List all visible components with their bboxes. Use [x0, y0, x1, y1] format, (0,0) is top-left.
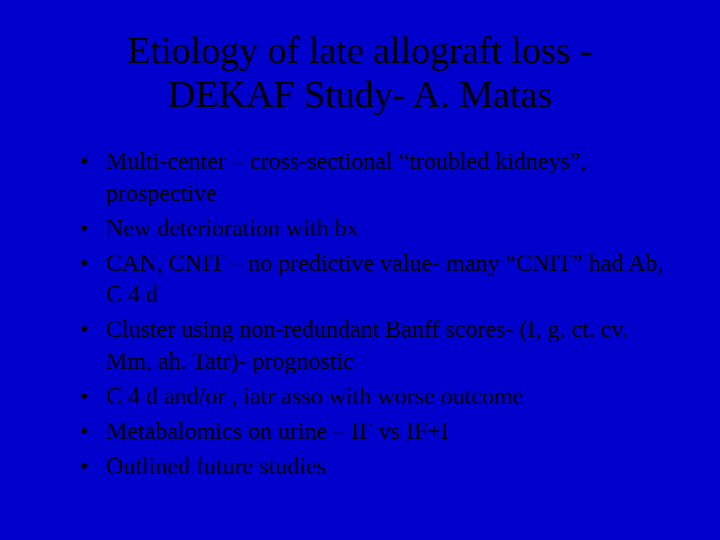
list-item: Multi-center – cross-sectional “troubled…: [80, 147, 670, 209]
list-item: New deterioration with bx: [80, 214, 670, 245]
list-item: CAN, CNIT – no predictive value- many “C…: [80, 249, 670, 311]
slide-title: Etiology of late allograft loss - DEKAF …: [50, 30, 670, 117]
list-item: Outlined future studies: [80, 452, 670, 483]
list-item: Cluster using non-redundant Banff scores…: [80, 315, 670, 377]
list-item: Metabalomics on urine – IF vs IF+I: [80, 417, 670, 448]
list-item: C 4 d and/or , iatr asso with worse outc…: [80, 382, 670, 413]
bullet-list: Multi-center – cross-sectional “troubled…: [50, 147, 670, 483]
